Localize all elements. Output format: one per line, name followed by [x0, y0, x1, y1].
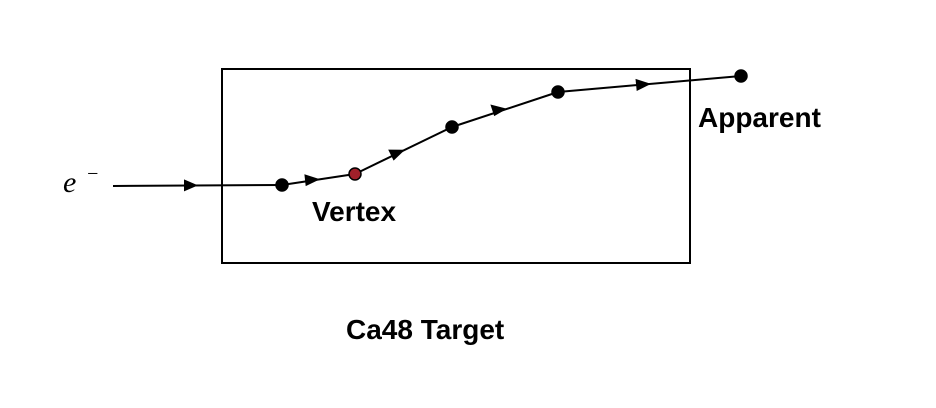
particle-label: e − — [63, 163, 99, 199]
apparent-label: Apparent — [698, 102, 821, 133]
track-point-1 — [275, 178, 289, 192]
arrow-segment-1 — [304, 174, 320, 187]
arrow-segment-3 — [490, 104, 507, 117]
particle-charge: − — [86, 163, 100, 185]
target-box — [221, 68, 691, 264]
vertex-label: Vertex — [312, 196, 396, 227]
direction-arrows — [184, 78, 651, 192]
arrow-segment-2 — [388, 149, 405, 161]
track-point-4 — [551, 85, 565, 99]
target-label: Ca48 Target — [346, 314, 504, 345]
apparent-point — [734, 69, 748, 83]
particle-symbol: e — [63, 166, 76, 199]
vertex-point — [348, 167, 362, 181]
arrow-incoming — [184, 179, 198, 192]
track — [112, 75, 742, 187]
track-point-3 — [445, 120, 459, 134]
arrow-segment-4 — [635, 78, 651, 91]
interaction-points — [275, 69, 748, 192]
